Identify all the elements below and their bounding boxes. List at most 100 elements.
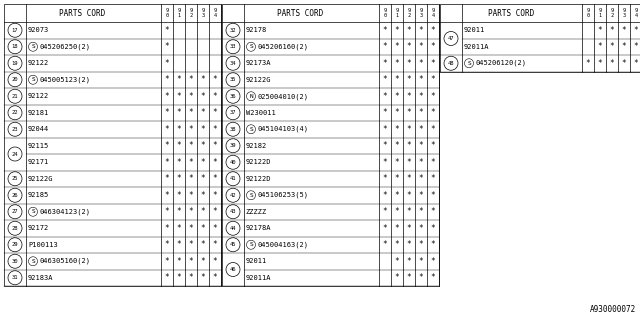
Text: *: * — [395, 108, 399, 117]
Text: *: * — [419, 108, 423, 117]
Text: *: * — [406, 240, 412, 249]
Text: *: * — [406, 191, 412, 200]
Text: 42: 42 — [230, 193, 236, 198]
Text: *: * — [395, 59, 399, 68]
Text: S: S — [249, 193, 253, 198]
Text: *: * — [212, 174, 218, 183]
Text: 33: 33 — [230, 44, 236, 49]
Text: *: * — [201, 125, 205, 134]
Text: 9
0: 9 0 — [383, 8, 387, 18]
Text: *: * — [212, 158, 218, 167]
Text: *: * — [164, 42, 170, 51]
Text: S: S — [31, 259, 35, 264]
Text: 9
4: 9 4 — [634, 8, 637, 18]
Text: *: * — [164, 75, 170, 84]
Text: *: * — [395, 141, 399, 150]
Text: 9
4: 9 4 — [213, 8, 216, 18]
Text: *: * — [431, 257, 435, 266]
Text: *: * — [383, 191, 387, 200]
Text: *: * — [383, 108, 387, 117]
Text: *: * — [419, 75, 423, 84]
Text: *: * — [177, 257, 181, 266]
Text: *: * — [634, 42, 638, 51]
Text: *: * — [431, 125, 435, 134]
Text: *: * — [419, 26, 423, 35]
Text: *: * — [419, 273, 423, 282]
Text: 46: 46 — [230, 267, 236, 272]
Text: 9
2: 9 2 — [189, 8, 193, 18]
Text: *: * — [406, 108, 412, 117]
Text: P100113: P100113 — [28, 242, 58, 248]
Text: 92122G: 92122G — [28, 176, 54, 182]
Text: 92122: 92122 — [28, 93, 49, 99]
Text: 92073: 92073 — [28, 27, 49, 33]
Text: *: * — [634, 59, 638, 68]
Text: 046305160(2): 046305160(2) — [39, 258, 90, 265]
Text: *: * — [164, 174, 170, 183]
Text: *: * — [406, 42, 412, 51]
Text: 43: 43 — [230, 209, 236, 214]
Text: *: * — [201, 141, 205, 150]
Text: 22: 22 — [12, 110, 19, 115]
Text: *: * — [383, 42, 387, 51]
Text: S: S — [467, 61, 471, 66]
Text: *: * — [177, 75, 181, 84]
Text: *: * — [189, 224, 193, 233]
Text: *: * — [395, 191, 399, 200]
Text: *: * — [164, 158, 170, 167]
Text: *: * — [212, 92, 218, 101]
Text: *: * — [431, 141, 435, 150]
Text: *: * — [212, 224, 218, 233]
Text: 9
0: 9 0 — [165, 8, 168, 18]
Text: *: * — [431, 273, 435, 282]
Text: *: * — [431, 42, 435, 51]
Text: *: * — [395, 257, 399, 266]
Text: *: * — [189, 191, 193, 200]
Text: *: * — [598, 26, 602, 35]
Text: 30: 30 — [12, 259, 19, 264]
Text: 28: 28 — [12, 226, 19, 231]
Text: *: * — [395, 158, 399, 167]
Text: *: * — [201, 240, 205, 249]
Text: W230011: W230011 — [246, 110, 276, 116]
Text: 9
3: 9 3 — [419, 8, 422, 18]
Text: 45: 45 — [230, 242, 236, 247]
Text: 39: 39 — [230, 143, 236, 148]
Text: *: * — [395, 224, 399, 233]
Text: 9
0: 9 0 — [586, 8, 589, 18]
Text: 32: 32 — [230, 28, 236, 33]
Text: 9
3: 9 3 — [623, 8, 625, 18]
Text: 44: 44 — [230, 226, 236, 231]
Text: *: * — [395, 92, 399, 101]
Text: *: * — [177, 240, 181, 249]
Text: *: * — [419, 42, 423, 51]
Text: 92122: 92122 — [28, 60, 49, 66]
Text: 045206250(2): 045206250(2) — [39, 44, 90, 50]
Text: PARTS CORD: PARTS CORD — [488, 9, 534, 18]
Text: 025004010(2): 025004010(2) — [257, 93, 308, 100]
Text: *: * — [383, 59, 387, 68]
Text: S: S — [31, 77, 35, 82]
Text: 38: 38 — [230, 127, 236, 132]
Text: ZZZZZ: ZZZZZ — [246, 209, 268, 215]
Text: 046304123(2): 046304123(2) — [39, 209, 90, 215]
Text: *: * — [419, 59, 423, 68]
Text: *: * — [610, 59, 614, 68]
Text: *: * — [164, 92, 170, 101]
Bar — [222, 4, 439, 286]
Text: 9
1: 9 1 — [396, 8, 399, 18]
Text: *: * — [164, 59, 170, 68]
Text: 92044: 92044 — [28, 126, 49, 132]
Text: *: * — [419, 207, 423, 216]
Text: *: * — [164, 191, 170, 200]
Text: 92183A: 92183A — [28, 275, 54, 281]
Text: *: * — [177, 273, 181, 282]
Text: *: * — [406, 174, 412, 183]
Text: *: * — [383, 207, 387, 216]
Text: *: * — [189, 108, 193, 117]
Text: *: * — [406, 141, 412, 150]
Text: *: * — [177, 158, 181, 167]
Text: *: * — [189, 75, 193, 84]
Text: *: * — [201, 257, 205, 266]
Text: *: * — [406, 257, 412, 266]
